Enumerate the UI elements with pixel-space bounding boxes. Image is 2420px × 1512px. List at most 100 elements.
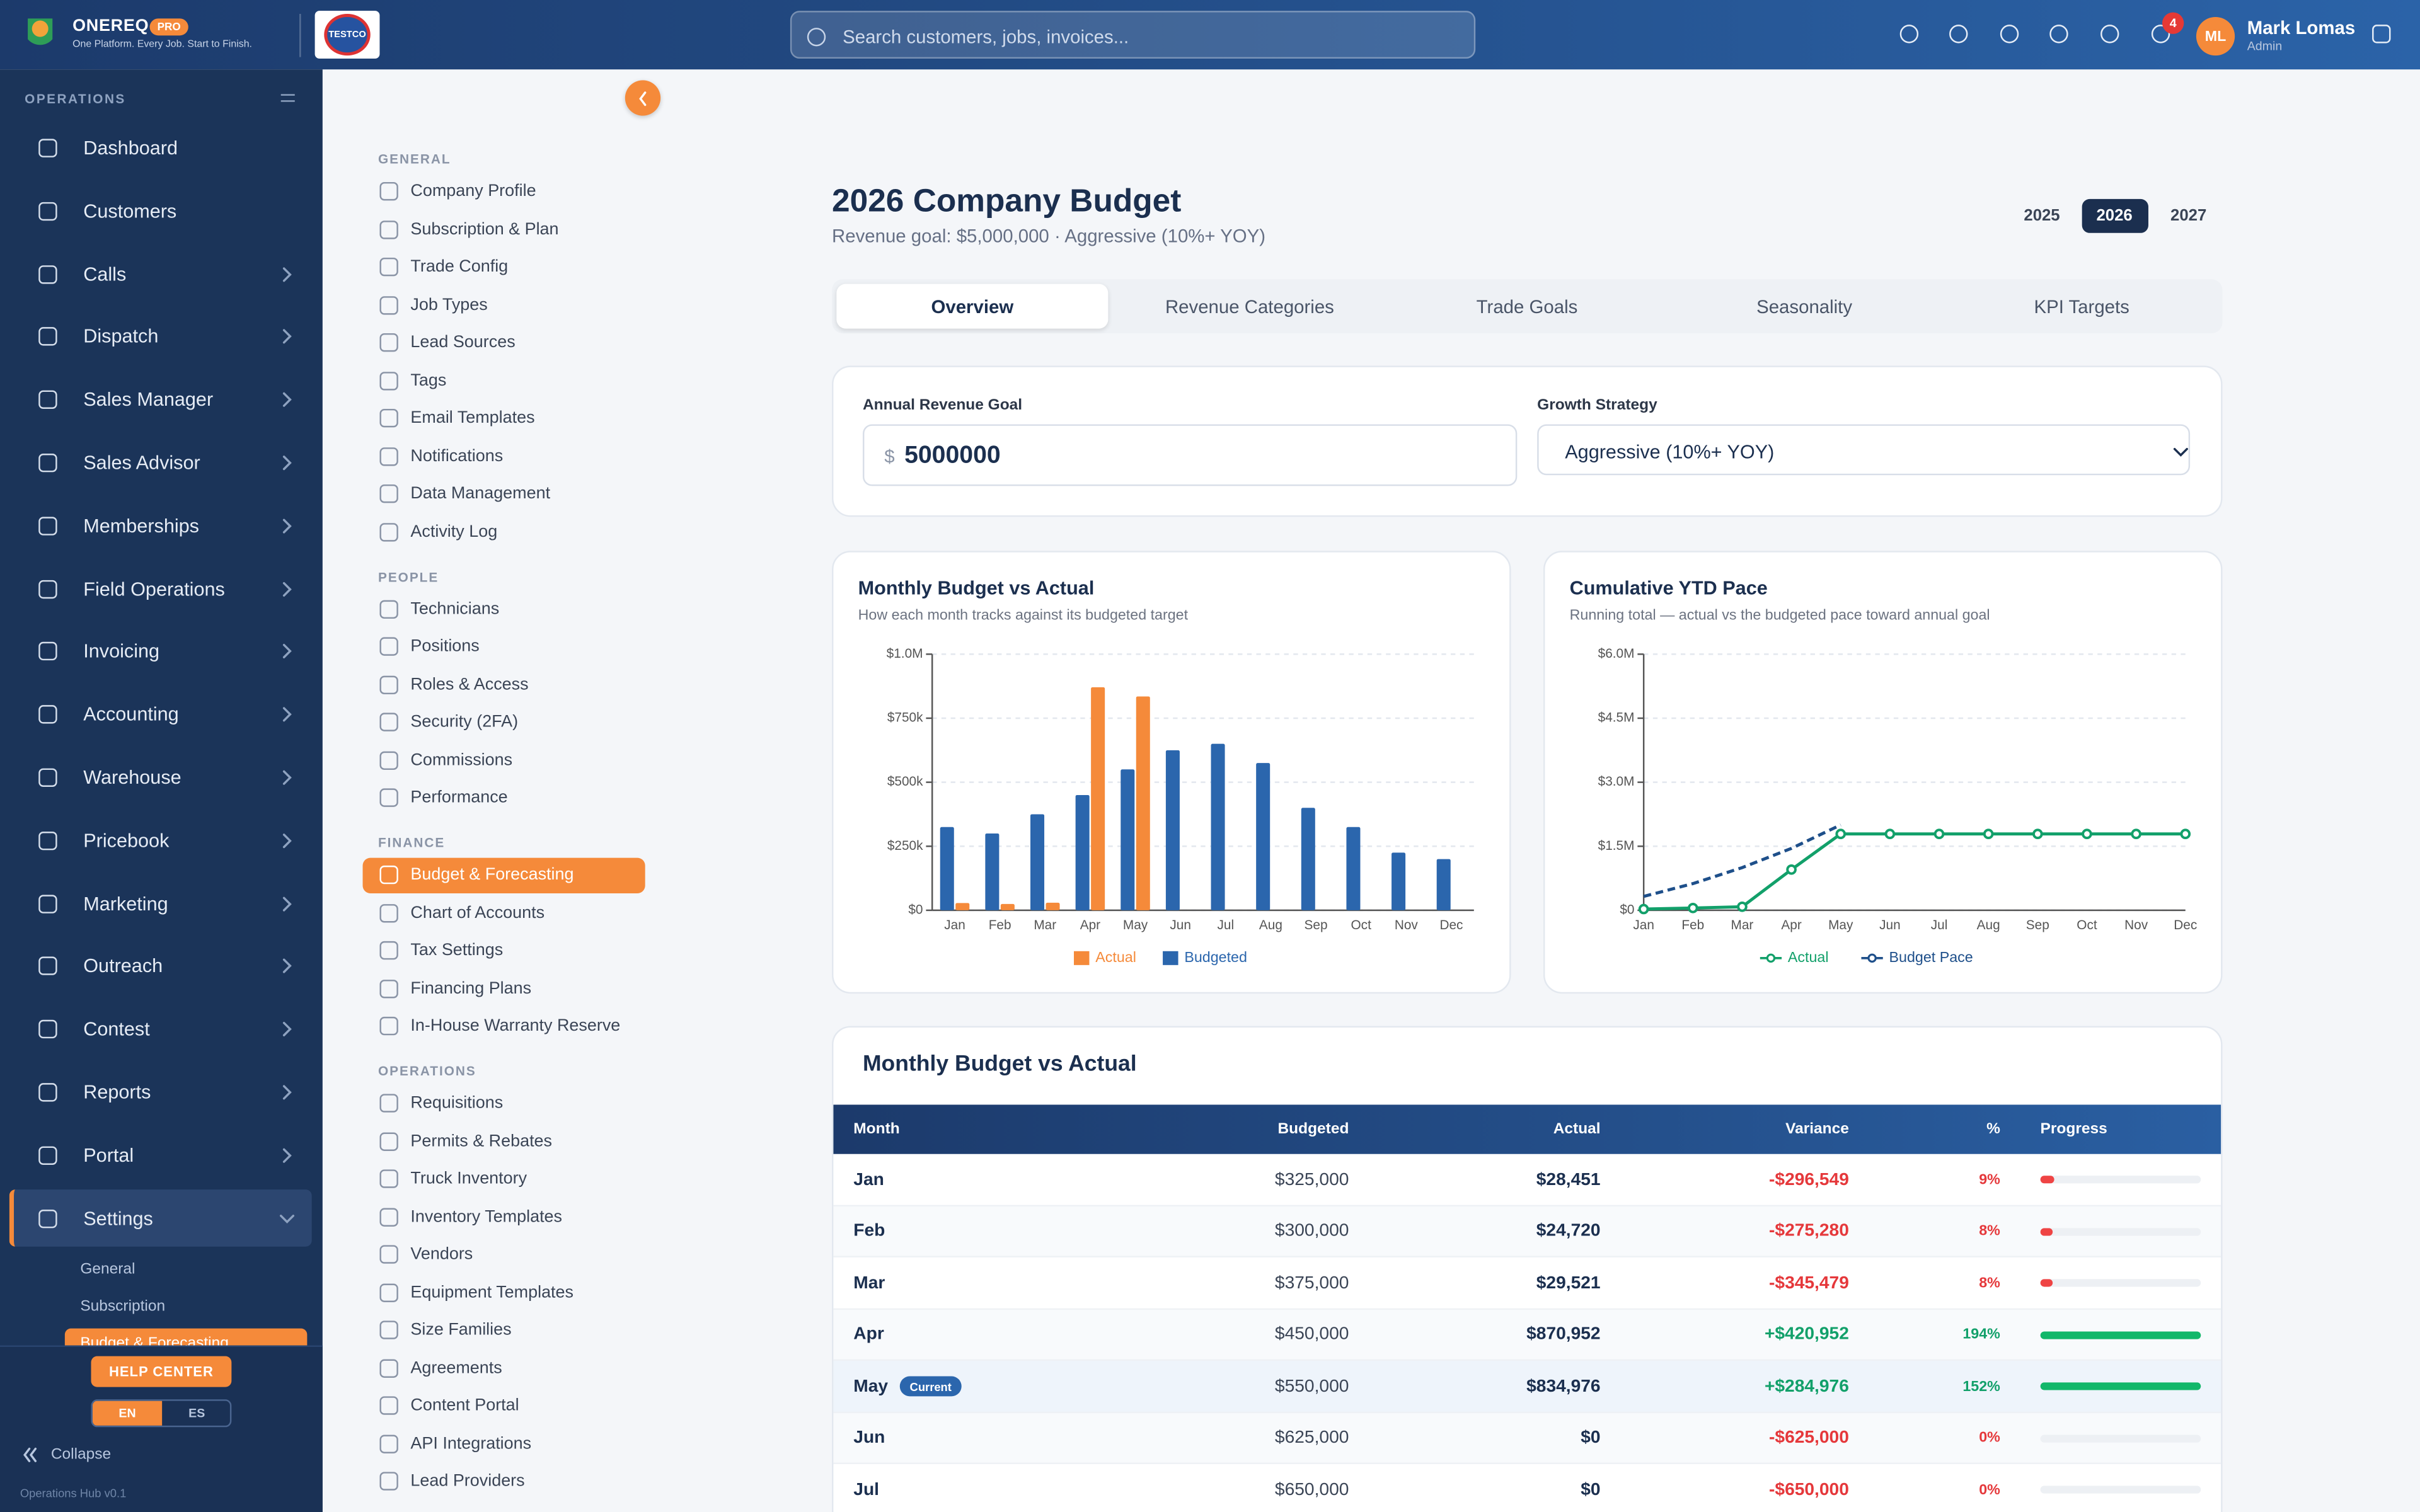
settings-item[interactable]: Notifications xyxy=(410,446,504,466)
header-icon[interactable] xyxy=(2151,25,2170,43)
year-option[interactable]: 2027 xyxy=(2170,207,2207,226)
settings-item[interactable]: Activity Log xyxy=(410,522,498,541)
sidebar-subitem[interactable]: Budget & Forecasting xyxy=(80,1335,229,1346)
chevron-path xyxy=(29,1447,37,1462)
settings-item[interactable]: Requisitions xyxy=(410,1094,504,1113)
icon xyxy=(379,219,398,239)
chevron-path xyxy=(638,91,646,106)
strategy-select[interactable]: Aggressive (10%+ YOY) xyxy=(1537,424,2191,476)
sidebar-item[interactable]: Field Operations xyxy=(83,578,225,600)
settings-item[interactable]: Equipment Templates xyxy=(410,1283,574,1302)
settings-item[interactable]: Positions xyxy=(410,637,480,656)
collapse-button[interactable] xyxy=(625,80,661,116)
settings-item[interactable]: Subscription & Plan xyxy=(410,219,559,239)
header-icon[interactable] xyxy=(2049,25,2068,43)
settings-item[interactable]: Budget & Forecasting xyxy=(410,865,574,885)
sidebar-item[interactable]: Pricebook xyxy=(83,830,170,852)
sidebar-sub-active xyxy=(64,1328,308,1346)
chevron xyxy=(282,1148,292,1163)
settings-item[interactable]: Roles & Access xyxy=(410,675,529,694)
header-icon[interactable] xyxy=(2100,25,2119,43)
year-option[interactable]: 2026 xyxy=(2096,207,2133,226)
tab[interactable]: Trade Goals xyxy=(1476,296,1578,318)
logo-circle xyxy=(324,14,371,56)
settings-item[interactable]: Performance xyxy=(410,788,508,807)
table-cell: 0% xyxy=(1979,1481,2000,1499)
tab[interactable]: KPI Targets xyxy=(2034,296,2129,318)
table-row xyxy=(833,1309,2221,1361)
settings-item[interactable]: Job Types xyxy=(410,295,488,314)
table-cell: 152% xyxy=(1962,1378,2000,1395)
sidebar-item[interactable]: Warehouse xyxy=(83,767,182,789)
settings-item[interactable]: API Integrations xyxy=(410,1434,532,1453)
settings-item[interactable]: Data Management xyxy=(410,484,551,503)
goal-input[interactable]: $5000000 xyxy=(862,424,1518,486)
sidebar-item[interactable]: Contest xyxy=(83,1018,150,1041)
settings-item[interactable]: Content Portal xyxy=(410,1396,519,1415)
settings-item[interactable]: Size Families xyxy=(410,1320,512,1339)
sidebar-item[interactable]: Invoicing xyxy=(83,641,160,663)
settings-item[interactable]: In-House Warranty Reserve xyxy=(410,1016,621,1036)
settings-item[interactable]: Technicians xyxy=(410,599,500,618)
settings-item[interactable]: Vendors xyxy=(410,1245,473,1264)
settings-item[interactable]: Security (2FA) xyxy=(410,713,519,731)
sidebar-item[interactable]: Sales Advisor xyxy=(83,452,200,474)
sidebar-item[interactable]: Dispatch xyxy=(83,326,159,348)
header-icon[interactable] xyxy=(1899,25,1919,43)
sidebar-item[interactable]: Settings xyxy=(83,1207,153,1229)
table-cell: 8% xyxy=(1979,1274,2000,1292)
tab[interactable]: Revenue Categories xyxy=(1165,296,1334,318)
tab[interactable]: Seasonality xyxy=(1756,296,1853,318)
tab[interactable]: Overview xyxy=(931,296,1014,318)
notification-badge: 4 xyxy=(2162,12,2184,34)
sidebar-item[interactable]: Accounting xyxy=(83,704,179,726)
settings-item[interactable]: Inventory Templates xyxy=(410,1207,563,1226)
settings-section: GENERAL xyxy=(378,151,451,167)
sidebar-item[interactable]: Memberships xyxy=(83,515,199,537)
avatar[interactable]: ML xyxy=(2196,16,2235,56)
sidebar-subitem[interactable]: Subscription xyxy=(80,1298,166,1315)
settings-item[interactable]: Company Profile xyxy=(410,181,536,201)
bar xyxy=(985,833,1000,910)
language-option[interactable]: ES xyxy=(162,1401,230,1426)
sidebar-item[interactable]: Portal xyxy=(83,1144,134,1166)
header-icon[interactable] xyxy=(2000,25,2019,43)
language-option[interactable]: EN xyxy=(92,1400,163,1426)
table-cell: Jan xyxy=(853,1171,884,1189)
settings-item[interactable]: Financing Plans xyxy=(410,978,532,998)
x-tick-label: Sep xyxy=(2026,918,2049,932)
settings-item[interactable]: Agreements xyxy=(410,1358,502,1377)
settings-item[interactable]: Commissions xyxy=(410,750,513,769)
settings-item[interactable]: Email Templates xyxy=(410,408,535,428)
settings-item[interactable]: Chart of Accounts xyxy=(410,903,545,922)
icon xyxy=(379,1169,398,1188)
search-box[interactable]: Search customers, jobs, invoices... xyxy=(790,11,1476,59)
year-option[interactable]: 2025 xyxy=(2024,207,2060,226)
settings-item[interactable]: Tags xyxy=(410,370,447,390)
x-tick-label: May xyxy=(1828,918,1853,932)
settings-item[interactable]: Tax Settings xyxy=(410,941,504,960)
settings-item[interactable]: Permits & Rebates xyxy=(410,1131,553,1150)
settings-item[interactable]: Trade Config xyxy=(410,257,509,277)
settings-item[interactable]: Truck Inventory xyxy=(410,1169,527,1188)
sidebar-item[interactable]: Reports xyxy=(83,1081,151,1104)
help-button[interactable]: HELP CENTER xyxy=(91,1356,232,1387)
sidebar-subitem[interactable]: General xyxy=(80,1261,135,1278)
chevron xyxy=(282,644,292,659)
bar xyxy=(1256,763,1270,910)
settings-item[interactable]: Lead Providers xyxy=(410,1472,525,1491)
header-icon[interactable] xyxy=(1949,25,1968,43)
collapse[interactable]: Collapse xyxy=(50,1446,112,1463)
sidebar-item[interactable]: Calls xyxy=(83,263,127,285)
sidebar-item[interactable]: Marketing xyxy=(83,892,168,915)
sidebar-item[interactable]: Customers xyxy=(83,200,177,222)
sidebar-item[interactable]: Dashboard xyxy=(83,137,178,159)
sidebar-item[interactable]: Outreach xyxy=(83,955,163,978)
chevron-path xyxy=(282,770,292,785)
point xyxy=(1983,828,1994,840)
chevron xyxy=(282,833,292,848)
settings-item[interactable]: Lead Sources xyxy=(410,333,516,352)
bar xyxy=(1000,903,1015,910)
sidebar-item[interactable]: Sales Manager xyxy=(83,389,214,411)
chevron xyxy=(29,1447,37,1462)
